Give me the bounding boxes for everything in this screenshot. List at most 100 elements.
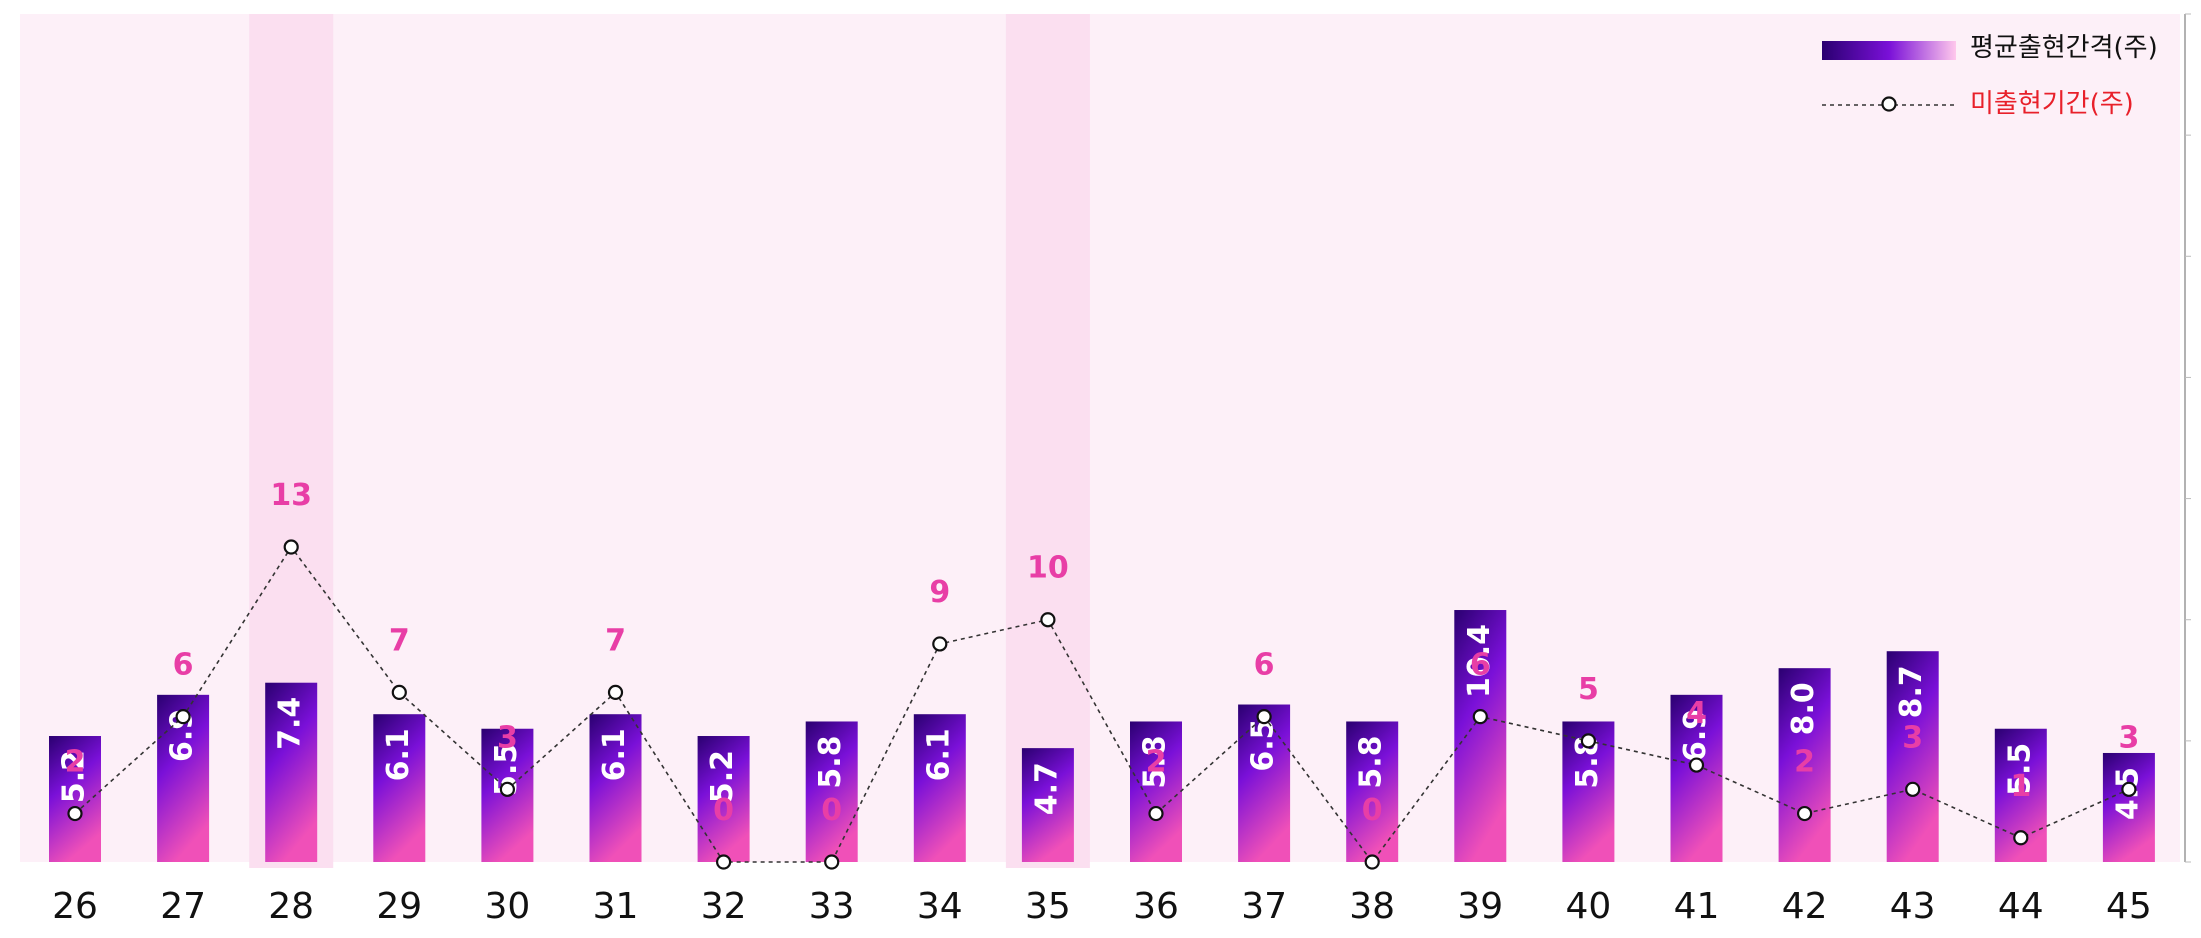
x-tick-label-33: 33 [809, 886, 855, 927]
line-value-label-44: 1 [2010, 769, 2031, 804]
line-value-label-28: 13 [270, 478, 312, 513]
line-value-label-27: 6 [173, 648, 194, 683]
bar-value-label-44: 5.5 [2002, 743, 2037, 796]
bar-39 [1454, 610, 1507, 862]
line-value-label-37: 6 [1254, 648, 1275, 683]
bar-value-label-43: 8.7 [1894, 665, 1929, 718]
line-value-label-33: 0 [821, 793, 842, 828]
line-value-label-34: 9 [929, 575, 950, 610]
x-tick-label-37: 37 [1241, 886, 1287, 927]
line-point-35 [1040, 612, 1056, 628]
line-point-28 [283, 539, 299, 555]
line-value-label-31: 7 [605, 623, 626, 658]
x-tick-label-30: 30 [484, 886, 530, 927]
bar-value-label-41: 6.9 [1678, 709, 1713, 762]
bar-28 [265, 682, 318, 862]
x-tick-label-44: 44 [1998, 886, 2044, 927]
bar-26 [49, 736, 101, 862]
x-tick-label-35: 35 [1025, 886, 1071, 927]
line-point-33 [824, 854, 840, 870]
line-value-label-39: 6 [1470, 648, 1491, 683]
x-tick-label-29: 29 [376, 886, 422, 927]
bar-series [49, 610, 2155, 862]
bar-45 [2102, 752, 2155, 862]
line-value-label-41: 4 [1686, 696, 1707, 731]
highlight-band-35 [1005, 14, 1090, 868]
x-tick-label-27: 27 [160, 886, 206, 927]
line-point-43 [1905, 781, 1921, 797]
line-value-label-36: 2 [1146, 745, 1167, 780]
line-point-37 [1256, 709, 1272, 725]
bar-value-label-35: 4.7 [1029, 762, 1064, 815]
bar-33 [805, 721, 858, 862]
line-value-label-30: 3 [497, 720, 518, 755]
highlight-bands [249, 14, 1090, 868]
line-value-label-26: 2 [65, 745, 86, 780]
line-value-label-29: 7 [389, 623, 410, 658]
bar-value-label-26: 5.2 [57, 750, 92, 803]
bar-42 [1778, 668, 1831, 862]
bar-31 [589, 714, 642, 862]
line-point-31 [607, 684, 624, 701]
line-value-label-32: 0 [713, 793, 734, 828]
x-tick-label-31: 31 [593, 886, 639, 927]
x-tick-label-34: 34 [917, 886, 963, 927]
bar-34 [913, 714, 966, 862]
bar-41 [1670, 694, 1723, 862]
legend-bar-swatch [1822, 41, 1956, 60]
line-point-42 [1796, 805, 1813, 822]
x-tick-label-28: 28 [268, 886, 314, 927]
legend-line-label: 미출현기간(주) [1970, 89, 2134, 119]
line-point-41 [1688, 757, 1705, 773]
bar-value-label-32: 5.2 [705, 750, 740, 803]
line-point-45 [2121, 781, 2137, 797]
x-tick-label-43: 43 [1890, 886, 1936, 927]
bar-value-label-39: 10.4 [1462, 624, 1497, 698]
bar-value-label-31: 6.1 [597, 728, 632, 781]
right-axis [2184, 13, 2191, 863]
bar-value-label-38: 5.8 [1354, 735, 1389, 788]
bar-32 [697, 736, 750, 862]
bar-35 [1021, 748, 1074, 862]
line-point-38 [1364, 854, 1380, 870]
x-tick-label-40: 40 [1565, 886, 1611, 927]
line-point-40 [1580, 733, 1597, 749]
legend-line-marker [1881, 96, 1897, 112]
bar-37 [1238, 704, 1291, 862]
x-tick-label-42: 42 [1782, 886, 1828, 927]
line-point-34 [932, 636, 948, 652]
x-tick-label-32: 32 [701, 886, 747, 927]
plot-background [20, 14, 2180, 862]
line-point-29 [391, 684, 407, 701]
x-axis: 26 27 28 29 30 31 32 33 34 35 36 37 38 39 40 41 42 43 44 45 [52, 886, 2152, 927]
bar-value-label-42: 8.0 [1786, 682, 1821, 735]
line-value-label-42: 2 [1794, 745, 1815, 780]
x-tick-label-45: 45 [2106, 886, 2152, 927]
line-value-label-43: 3 [1902, 720, 1923, 755]
bar-value-label-28: 7.4 [273, 697, 308, 750]
line-point-27 [175, 709, 191, 725]
line-value-label-35: 10 [1027, 551, 1069, 586]
bar-value-label-29: 6.1 [381, 728, 416, 781]
line-point-36 [1148, 805, 1164, 822]
line-point-32 [715, 854, 732, 870]
bar-value-label-36: 5.8 [1138, 735, 1173, 788]
bar-43 [1886, 651, 1939, 862]
x-tick-label-38: 38 [1349, 886, 1395, 927]
line-point-44 [2013, 830, 2029, 846]
x-tick-label-26: 26 [52, 886, 98, 927]
line-value-label-45: 3 [2118, 720, 2139, 755]
line-series [67, 539, 2137, 870]
bar-value-label-37: 6.5 [1246, 719, 1281, 772]
x-tick-label-36: 36 [1133, 886, 1179, 927]
x-tick-label-39: 39 [1457, 886, 1503, 927]
line-point-26 [67, 805, 83, 822]
line-point-30 [499, 781, 515, 797]
x-tick-label-41: 41 [1674, 886, 1720, 927]
line-point-39 [1472, 709, 1488, 725]
line-value-label-40: 5 [1578, 672, 1599, 707]
bar-value-label-33: 5.8 [813, 735, 848, 788]
